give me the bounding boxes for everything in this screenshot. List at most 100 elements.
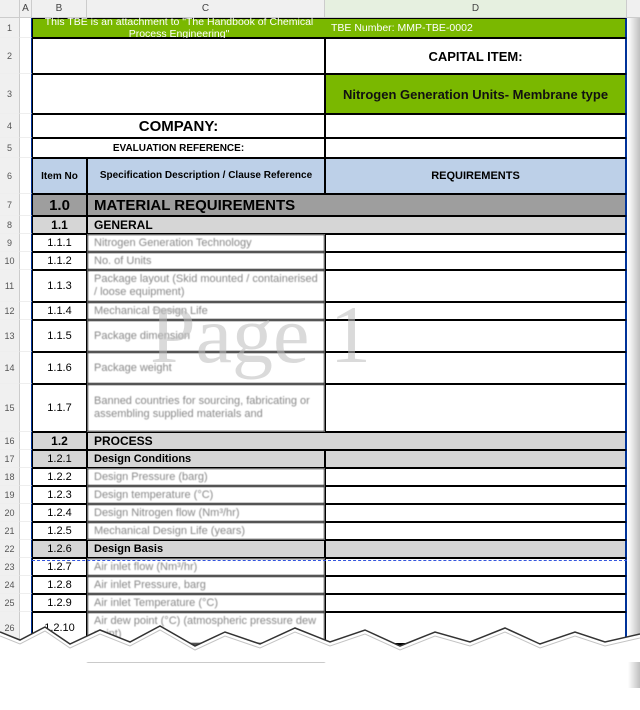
row-header[interactable]: 15	[0, 384, 20, 432]
eval-ref-value[interactable]	[325, 138, 627, 158]
row-header[interactable]: 11	[0, 270, 20, 302]
company-value[interactable]	[325, 114, 627, 138]
cell[interactable]	[20, 320, 32, 352]
cell[interactable]	[20, 558, 32, 576]
row-header[interactable]: 25	[0, 594, 20, 612]
row-header[interactable]: 24	[0, 576, 20, 594]
item-no[interactable]: 1.1.4	[32, 302, 87, 320]
requirement-cell[interactable]	[325, 352, 627, 384]
row-header[interactable]: 17	[0, 450, 20, 468]
spec-desc[interactable]: Design Basis	[87, 540, 325, 558]
cell[interactable]	[32, 74, 325, 114]
col-header-c[interactable]: C	[87, 0, 325, 17]
section-title[interactable]: GENERAL	[87, 216, 627, 234]
row-header[interactable]: 18	[0, 468, 20, 486]
requirement-cell[interactable]	[325, 234, 627, 252]
requirement-cell[interactable]	[325, 302, 627, 320]
requirement-cell[interactable]	[325, 252, 627, 270]
row-header[interactable]: 10	[0, 252, 20, 270]
item-no[interactable]: 1.2.5	[32, 522, 87, 540]
cell[interactable]	[32, 38, 325, 74]
th-spec[interactable]: Specification Description / Clause Refer…	[87, 158, 325, 194]
cell[interactable]	[20, 576, 32, 594]
requirement-cell[interactable]	[325, 270, 627, 302]
item-no[interactable]: 1.2.1	[32, 450, 87, 468]
item-no[interactable]: 1.1.1	[32, 234, 87, 252]
cell[interactable]	[20, 74, 32, 114]
spec-desc[interactable]: Banned countries for sourcing, fabricati…	[87, 384, 325, 432]
row-header[interactable]: 5	[0, 138, 20, 158]
section-title[interactable]: PROCESS	[87, 432, 627, 450]
item-no[interactable]: 1.2.9	[32, 594, 87, 612]
col-header-b[interactable]: B	[32, 0, 87, 17]
banner-left[interactable]: This TBE is an attachment to "The Handbo…	[32, 18, 325, 38]
spec-desc[interactable]: Mechanical Design Life (years)	[87, 522, 325, 540]
th-req[interactable]: REQUIREMENTS	[325, 158, 627, 194]
row-header[interactable]: 4	[0, 114, 20, 138]
cell[interactable]	[20, 302, 32, 320]
spec-desc[interactable]: Design Nitrogen flow (Nm³/hr)	[87, 504, 325, 522]
row-header[interactable]: 6	[0, 158, 20, 194]
cell[interactable]	[20, 194, 32, 216]
row-header[interactable]: 7	[0, 194, 20, 216]
item-no[interactable]: 1.2.4	[32, 504, 87, 522]
requirement-cell[interactable]	[325, 612, 627, 644]
row-header[interactable]: 22	[0, 540, 20, 558]
item-no[interactable]: 1.2.3	[32, 486, 87, 504]
spec-desc[interactable]: Design temperature (°C)	[87, 486, 325, 504]
select-all-corner[interactable]	[0, 0, 20, 17]
spec-desc[interactable]: Air inlet Temperature (°C)	[87, 594, 325, 612]
row-header[interactable]: 14	[0, 352, 20, 384]
spec-desc[interactable]: Air inlet Relative humidity (%)	[87, 644, 325, 662]
spec-desc[interactable]: No. of Units	[87, 252, 325, 270]
requirement-cell[interactable]	[325, 504, 627, 522]
row-header[interactable]: 20	[0, 504, 20, 522]
item-no[interactable]: 1.1.5	[32, 320, 87, 352]
cell[interactable]	[20, 270, 32, 302]
row-header[interactable]: 21	[0, 522, 20, 540]
cell[interactable]	[20, 504, 32, 522]
cell[interactable]	[20, 352, 32, 384]
cell[interactable]	[20, 450, 32, 468]
banner-right[interactable]: TBE Number: MMP-TBE-0002	[325, 18, 627, 38]
cell[interactable]	[20, 18, 32, 38]
item-no[interactable]: 1.1.7	[32, 384, 87, 432]
company-label[interactable]: COMPANY:	[32, 114, 325, 138]
row-header[interactable]: 19	[0, 486, 20, 504]
cell[interactable]	[20, 594, 32, 612]
requirement-cell[interactable]	[325, 384, 627, 432]
spec-desc[interactable]: Package layout (Skid mounted / container…	[87, 270, 325, 302]
row-header[interactable]: 16	[0, 432, 20, 450]
col-header-d[interactable]: D	[325, 0, 627, 17]
item-no[interactable]: 1.2	[32, 432, 87, 450]
cell[interactable]	[20, 234, 32, 252]
section-title[interactable]: MATERIAL REQUIREMENTS	[87, 194, 627, 216]
item-no[interactable]: 1.2.8	[32, 576, 87, 594]
spec-desc[interactable]: Design Pressure (barg)	[87, 468, 325, 486]
item-no[interactable]: 1.2.6	[32, 540, 87, 558]
spec-desc[interactable]: Package dimension	[87, 320, 325, 352]
item-no[interactable]: 1.1.3	[32, 270, 87, 302]
spec-desc[interactable]: Air dew point (°C) (atmospheric pressure…	[87, 612, 325, 644]
cell[interactable]	[20, 138, 32, 158]
cell[interactable]	[20, 252, 32, 270]
row-header[interactable]: 2	[0, 38, 20, 74]
item-no[interactable]: 1.1	[32, 216, 87, 234]
cell[interactable]	[20, 644, 32, 662]
cell[interactable]	[20, 216, 32, 234]
capital-title[interactable]: CAPITAL ITEM:	[325, 38, 627, 74]
col-header-a[interactable]: A	[20, 0, 32, 17]
row-header[interactable]: 12	[0, 302, 20, 320]
item-no[interactable]: 1.2.2	[32, 468, 87, 486]
requirement-cell[interactable]	[325, 644, 627, 662]
requirement-cell[interactable]	[325, 594, 627, 612]
item-no[interactable]: 1.2.11	[32, 644, 87, 662]
item-no[interactable]: 1.2.10	[32, 612, 87, 644]
cell[interactable]	[20, 540, 32, 558]
cell[interactable]	[20, 114, 32, 138]
item-no[interactable]: 1.0	[32, 194, 87, 216]
spec-desc[interactable]: Design Conditions	[87, 450, 325, 468]
capital-item-name[interactable]: Nitrogen Generation Units- Membrane type	[325, 74, 627, 114]
requirement-cell[interactable]	[325, 540, 627, 558]
item-no[interactable]: 1.1.6	[32, 352, 87, 384]
